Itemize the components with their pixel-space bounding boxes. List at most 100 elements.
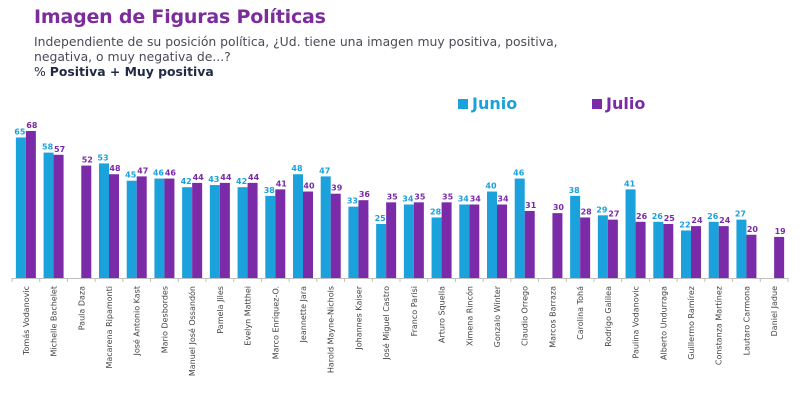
bar-julio (386, 202, 397, 278)
bar-julio (635, 221, 646, 278)
value-label-julio: 44 (220, 173, 232, 182)
chart-title: Imagen de Figuras Políticas (34, 6, 326, 28)
value-label-julio: 30 (553, 203, 565, 212)
bar-julio (109, 174, 119, 278)
value-label-junio: 48 (291, 164, 303, 173)
legend-swatch-julio (592, 98, 602, 109)
value-label-julio: 39 (331, 184, 343, 193)
category-label: Carolina Tohá (576, 286, 585, 340)
value-label-junio: 27 (735, 210, 746, 219)
category-label: Marco Enríquez-O. (271, 286, 280, 359)
category-label: Pamela Jiles (216, 286, 225, 334)
bar-junio (43, 152, 54, 278)
value-label-julio: 47 (137, 166, 148, 175)
category-label: Gonzalo Winter (493, 285, 502, 347)
bar-julio (81, 165, 92, 278)
legend-label-julio: Julio (606, 94, 646, 113)
category-label: Marcos Barraza (548, 286, 557, 348)
value-label-julio: 19 (775, 227, 787, 236)
category-label: Evelyn Matthei (244, 286, 253, 346)
value-label-junio: 46 (153, 169, 165, 178)
bar-junio (403, 204, 414, 278)
value-label-junio: 41 (624, 179, 636, 188)
value-label-julio: 35 (442, 192, 454, 201)
value-label-julio: 52 (82, 156, 93, 165)
value-label-julio: 27 (608, 210, 619, 219)
value-label-junio: 29 (596, 205, 608, 214)
value-label-julio: 46 (165, 169, 177, 178)
value-label-julio: 31 (525, 201, 537, 210)
bar-junio (209, 185, 220, 278)
value-label-julio: 35 (414, 192, 426, 201)
value-label-junio: 46 (513, 169, 525, 178)
metric-name: Positiva + Muy positiva (49, 64, 214, 79)
value-label-junio: 45 (125, 171, 137, 180)
category-label: José Antonio Kast (132, 286, 142, 357)
value-label-julio: 20 (747, 225, 759, 234)
value-label-junio: 40 (485, 182, 497, 191)
bar-junio (653, 221, 664, 278)
bar-julio (691, 226, 701, 278)
bar-junio (320, 176, 331, 278)
category-label: Lautaro Carmona (742, 286, 751, 355)
bar-julio (524, 210, 535, 278)
category-label: Claudio Orrego (521, 286, 530, 346)
value-label-junio: 53 (97, 153, 108, 162)
bar-junio (265, 195, 276, 278)
value-label-julio: 68 (26, 121, 38, 130)
bar-junio (154, 178, 165, 278)
bar-junio (487, 191, 497, 278)
legend-item-julio: Julio (592, 94, 645, 113)
value-label-julio: 35 (387, 192, 399, 201)
category-label: Franco Parisi (410, 286, 419, 336)
bar-julio (413, 202, 424, 278)
value-label-julio: 40 (303, 182, 315, 191)
legend-label-junio: Junio (472, 94, 518, 113)
bar-julio (219, 182, 230, 278)
bar-junio (293, 174, 303, 278)
bar-junio (459, 204, 470, 278)
category-label: Arturo Squella (438, 286, 447, 343)
value-label-junio: 42 (236, 177, 247, 186)
legend-swatch-junio (458, 98, 468, 109)
bar-junio (708, 221, 719, 278)
category-label: Daniel Jadue (770, 286, 779, 336)
value-label-julio: 57 (54, 145, 65, 154)
bar-junio (15, 137, 26, 278)
value-label-junio: 58 (42, 143, 54, 152)
value-label-junio: 65 (14, 127, 26, 136)
value-label-julio: 26 (636, 212, 648, 221)
value-label-julio: 34 (470, 195, 482, 204)
bar-julio (469, 204, 480, 278)
bar-julio (303, 191, 313, 278)
bar-junio (570, 195, 581, 278)
bar-junio (182, 187, 193, 278)
value-label-julio: 28 (581, 207, 593, 216)
value-label-junio: 26 (707, 212, 719, 221)
bar-junio (514, 178, 525, 278)
value-label-julio: 24 (691, 216, 703, 225)
value-label-junio: 33 (347, 197, 358, 206)
bar-julio (718, 226, 729, 278)
category-label: Paulina Vodanovic (632, 286, 641, 358)
category-label: Michelle Bachelet (50, 286, 59, 357)
value-label-junio: 25 (375, 214, 387, 223)
bar-junio (736, 219, 747, 278)
value-label-julio: 25 (664, 214, 676, 223)
metric-label: % Positiva + Muy positiva (34, 64, 214, 79)
chart-subtitle: Independiente de su posición política, ¿… (34, 34, 558, 64)
category-label: Johannes Kaiser (354, 285, 363, 350)
bar-junio (625, 189, 636, 278)
metric-prefix: % (34, 64, 46, 79)
value-label-julio: 41 (276, 179, 288, 188)
category-label: Tomás Vodanovic (22, 286, 31, 356)
bar-junio (99, 163, 109, 278)
value-label-junio: 42 (181, 177, 192, 186)
bar-julio (746, 234, 757, 278)
category-label: Macarena Ripamonti (105, 286, 114, 369)
value-label-julio: 36 (359, 190, 371, 199)
value-label-junio: 43 (208, 175, 219, 184)
bar-julio (247, 182, 258, 278)
bar-junio (681, 230, 691, 278)
value-label-junio: 28 (430, 207, 442, 216)
